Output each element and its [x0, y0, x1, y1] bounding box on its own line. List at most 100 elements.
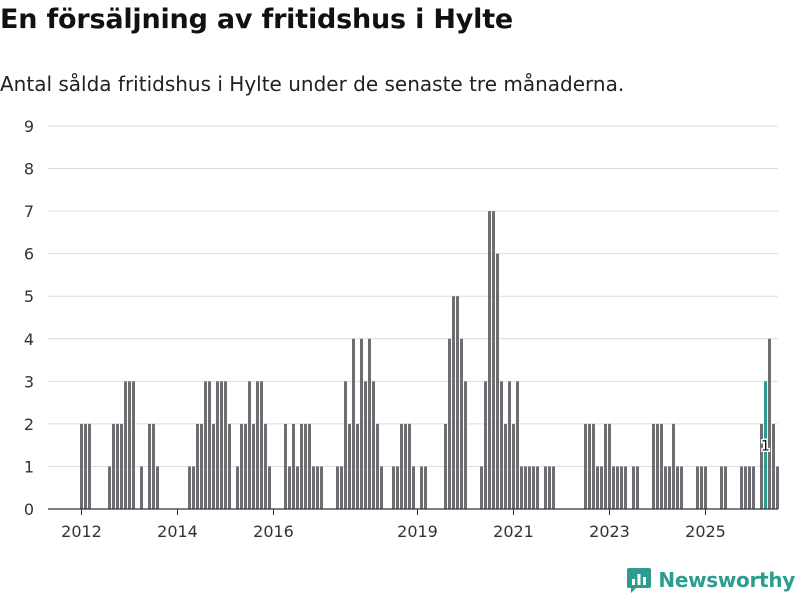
bar	[508, 381, 511, 509]
bar	[216, 381, 219, 509]
bar	[624, 466, 627, 509]
bar	[740, 466, 743, 509]
x-tick-label: 2014	[157, 522, 198, 541]
bar	[396, 466, 399, 509]
bar	[608, 423, 611, 509]
bar	[220, 381, 223, 509]
x-tick-label: 2012	[61, 522, 102, 541]
bar	[584, 423, 587, 509]
bar	[116, 423, 119, 509]
bar	[148, 423, 151, 509]
bar	[504, 423, 507, 509]
bar	[592, 423, 595, 509]
bar	[128, 381, 131, 509]
bar	[400, 423, 403, 509]
bar	[696, 466, 699, 509]
bar	[204, 381, 207, 509]
bar	[404, 423, 407, 509]
bar	[336, 466, 339, 509]
bar	[456, 296, 459, 509]
bar	[356, 423, 359, 509]
y-tick-label: 3	[24, 372, 34, 391]
y-tick-label: 9	[24, 117, 34, 136]
bar	[652, 423, 655, 509]
bar	[132, 381, 135, 509]
bar	[152, 423, 155, 509]
bar	[112, 423, 115, 509]
bar	[632, 466, 635, 509]
bar	[420, 466, 423, 509]
bar	[304, 423, 307, 509]
y-tick-label: 2	[24, 415, 34, 434]
chart-subtitle: Antal sålda fritidshus i Hylte under de …	[0, 72, 625, 96]
bar	[512, 423, 515, 509]
bar	[656, 423, 659, 509]
bar	[268, 466, 271, 509]
bar	[744, 466, 747, 509]
bar	[156, 466, 159, 509]
bar	[720, 466, 723, 509]
bar	[588, 423, 591, 509]
y-tick-label: 4	[24, 330, 34, 349]
y-tick-label: 8	[24, 160, 34, 179]
x-tick-label: 2025	[685, 522, 726, 541]
bar	[672, 423, 675, 509]
bar	[768, 338, 771, 509]
bar	[296, 466, 299, 509]
bar	[452, 296, 455, 509]
bar	[208, 381, 211, 509]
bar	[284, 423, 287, 509]
bar	[412, 466, 415, 509]
bar	[368, 338, 371, 509]
chart-title: En försäljning av fritidshus i Hylte	[0, 4, 514, 35]
bar	[528, 466, 531, 509]
bar	[300, 423, 303, 509]
bar	[312, 466, 315, 509]
bar	[488, 211, 491, 509]
bar	[660, 423, 663, 509]
bar	[724, 466, 727, 509]
bar	[752, 466, 755, 509]
x-tick-label: 2023	[589, 522, 630, 541]
bar	[200, 423, 203, 509]
bar	[772, 423, 775, 509]
bar	[252, 423, 255, 509]
bar	[532, 466, 535, 509]
bar	[596, 466, 599, 509]
highlight-data-label: 1	[761, 438, 770, 454]
bar	[524, 466, 527, 509]
bar	[496, 253, 499, 509]
bar	[264, 423, 267, 509]
bar	[392, 466, 395, 509]
newsworthy-logo-icon	[627, 568, 652, 593]
bar	[228, 423, 231, 509]
x-tick-label: 2021	[493, 522, 534, 541]
bar	[292, 423, 295, 509]
bar	[380, 466, 383, 509]
bar	[84, 423, 87, 509]
bar	[552, 466, 555, 509]
bar	[212, 423, 215, 509]
bar	[704, 466, 707, 509]
bar	[188, 466, 191, 509]
bar	[620, 466, 623, 509]
bar	[120, 423, 123, 509]
bar	[548, 466, 551, 509]
bar	[124, 381, 127, 509]
bar	[544, 466, 547, 509]
bar	[760, 423, 763, 509]
bar	[352, 338, 355, 509]
bar	[348, 423, 351, 509]
bar	[108, 466, 111, 509]
bar	[308, 423, 311, 509]
bar	[516, 381, 519, 509]
brand-logo: Newsworthy	[626, 566, 795, 594]
bar	[224, 381, 227, 509]
bar	[664, 466, 667, 509]
x-tick-label: 2016	[253, 522, 294, 541]
y-tick-label: 1	[24, 457, 34, 476]
bar	[240, 423, 243, 509]
bar	[636, 466, 639, 509]
bar	[464, 381, 467, 509]
